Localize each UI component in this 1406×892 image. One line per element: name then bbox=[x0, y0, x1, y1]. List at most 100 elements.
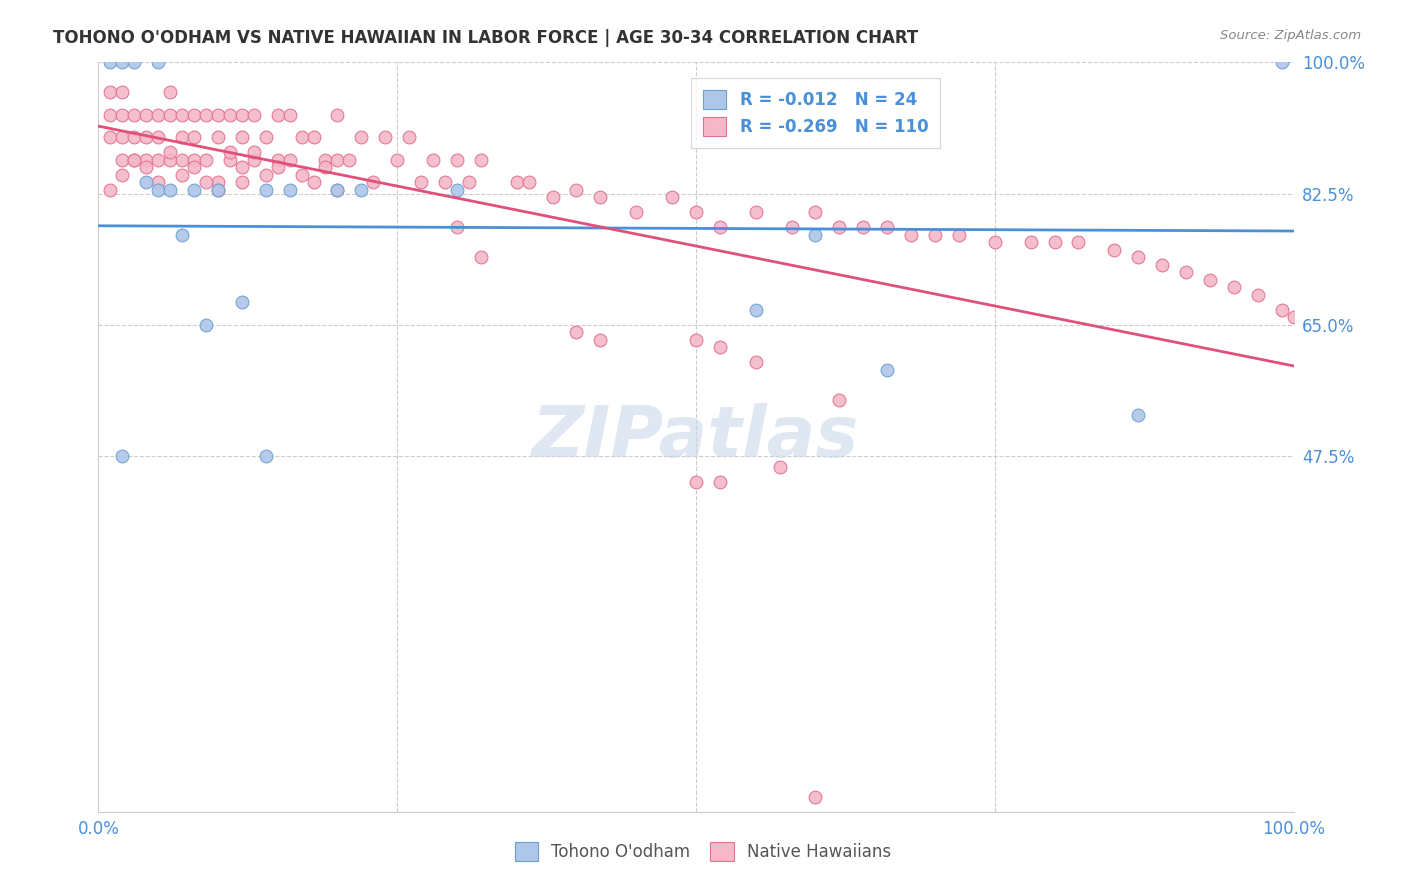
Point bbox=[243, 145, 266, 160]
Point bbox=[350, 130, 373, 145]
Point bbox=[326, 183, 349, 197]
Point bbox=[422, 153, 444, 167]
Point bbox=[231, 295, 253, 310]
Point bbox=[709, 340, 731, 354]
Point bbox=[195, 153, 218, 167]
Point bbox=[135, 130, 157, 145]
Point bbox=[111, 153, 134, 167]
Point bbox=[804, 789, 827, 804]
Point bbox=[254, 183, 277, 197]
Point bbox=[98, 183, 122, 197]
Legend: Tohono O'odham, Native Hawaiians: Tohono O'odham, Native Hawaiians bbox=[508, 835, 898, 868]
Point bbox=[828, 392, 851, 407]
Text: ZIPatlas: ZIPatlas bbox=[533, 402, 859, 472]
Point bbox=[458, 175, 481, 189]
Point bbox=[135, 108, 157, 122]
Point bbox=[243, 153, 266, 167]
Point bbox=[350, 183, 373, 197]
Point bbox=[183, 153, 205, 167]
Point bbox=[98, 55, 122, 70]
Legend: R = -0.012   N = 24, R = -0.269   N = 110: R = -0.012 N = 24, R = -0.269 N = 110 bbox=[692, 78, 939, 147]
Point bbox=[709, 220, 731, 235]
Point bbox=[315, 153, 337, 167]
Point bbox=[446, 220, 468, 235]
Point bbox=[98, 130, 122, 145]
Point bbox=[661, 190, 683, 204]
Point bbox=[745, 302, 768, 317]
Point bbox=[111, 130, 134, 145]
Point bbox=[291, 130, 314, 145]
Point bbox=[135, 161, 157, 175]
Point bbox=[219, 153, 242, 167]
Point bbox=[278, 108, 301, 122]
Point bbox=[1223, 280, 1246, 294]
Point bbox=[589, 190, 612, 204]
Point bbox=[804, 227, 827, 242]
Point bbox=[876, 220, 898, 235]
Point bbox=[1104, 243, 1126, 257]
Point bbox=[385, 153, 409, 167]
Point bbox=[172, 168, 194, 182]
Point bbox=[195, 108, 218, 122]
Point bbox=[172, 130, 194, 145]
Point bbox=[148, 108, 170, 122]
Point bbox=[207, 183, 229, 197]
Point bbox=[148, 175, 170, 189]
Point bbox=[804, 205, 827, 219]
Point bbox=[159, 183, 181, 197]
Point bbox=[195, 175, 218, 189]
Point bbox=[852, 220, 875, 235]
Point bbox=[1282, 310, 1305, 325]
Point bbox=[828, 220, 851, 235]
Point bbox=[470, 250, 492, 264]
Point bbox=[172, 227, 194, 242]
Point bbox=[374, 130, 396, 145]
Point bbox=[1128, 250, 1150, 264]
Point bbox=[231, 161, 253, 175]
Point bbox=[159, 145, 181, 160]
Point bbox=[291, 168, 314, 182]
Point bbox=[1043, 235, 1066, 250]
Point bbox=[768, 460, 790, 475]
Point bbox=[159, 153, 181, 167]
Point bbox=[278, 183, 301, 197]
Point bbox=[243, 108, 266, 122]
Point bbox=[135, 153, 157, 167]
Point bbox=[111, 108, 134, 122]
Point bbox=[231, 108, 253, 122]
Point bbox=[339, 153, 361, 167]
Point bbox=[183, 108, 205, 122]
Point bbox=[1128, 408, 1150, 422]
Point bbox=[565, 325, 588, 339]
Point bbox=[1199, 273, 1222, 287]
Point bbox=[148, 55, 170, 70]
Point bbox=[124, 130, 146, 145]
Point bbox=[111, 86, 134, 100]
Point bbox=[124, 108, 146, 122]
Point bbox=[685, 475, 707, 489]
Point bbox=[984, 235, 1007, 250]
Point bbox=[363, 175, 385, 189]
Point bbox=[267, 153, 290, 167]
Point bbox=[1271, 55, 1294, 70]
Point bbox=[745, 205, 768, 219]
Point bbox=[315, 161, 337, 175]
Point bbox=[434, 175, 457, 189]
Point bbox=[470, 153, 492, 167]
Point bbox=[111, 449, 134, 463]
Point bbox=[278, 153, 301, 167]
Point bbox=[135, 175, 157, 189]
Point bbox=[517, 175, 540, 189]
Point bbox=[326, 108, 349, 122]
Point bbox=[302, 130, 325, 145]
Point bbox=[124, 55, 146, 70]
Point bbox=[148, 130, 170, 145]
Point bbox=[172, 153, 194, 167]
Point bbox=[398, 130, 420, 145]
Point bbox=[446, 153, 468, 167]
Point bbox=[1175, 265, 1198, 279]
Point bbox=[267, 108, 290, 122]
Point bbox=[207, 183, 229, 197]
Point bbox=[302, 175, 325, 189]
Point bbox=[254, 130, 277, 145]
